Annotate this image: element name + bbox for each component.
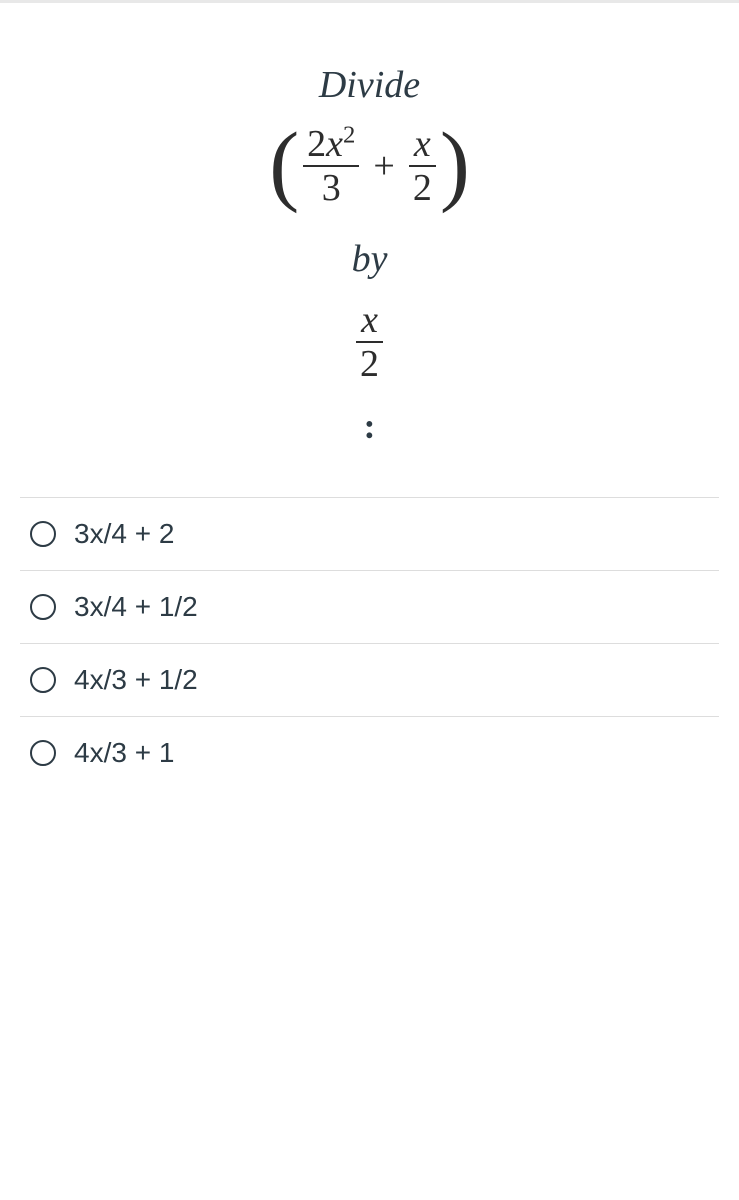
- plus-sign: +: [373, 144, 394, 188]
- radio-icon[interactable]: [30, 740, 56, 766]
- option-row-3[interactable]: 4x/3 + 1: [20, 716, 719, 789]
- term2-num: x: [410, 125, 435, 163]
- option-row-1[interactable]: 3x/4 + 1/2: [20, 570, 719, 643]
- option-label: 3x/4 + 2: [74, 518, 174, 550]
- option-row-2[interactable]: 4x/3 + 1/2: [20, 643, 719, 716]
- label-by: by: [20, 237, 719, 281]
- question-area: Divide ( 2x2 3 + x 2 ) by x 2: [0, 3, 739, 497]
- term1-coeff: 2x: [307, 123, 343, 165]
- divisor-expression: x 2: [356, 301, 383, 383]
- term1-den: 3: [318, 169, 345, 207]
- option-row-0[interactable]: 3x/4 + 2: [20, 497, 719, 570]
- radio-icon[interactable]: [30, 667, 56, 693]
- term1-exponent: 2: [343, 121, 355, 148]
- option-label: 4x/3 + 1/2: [74, 664, 198, 696]
- option-label: 4x/3 + 1: [74, 737, 174, 769]
- term2-den: 2: [409, 169, 436, 207]
- radio-icon[interactable]: [30, 521, 56, 547]
- right-paren: ): [440, 133, 470, 196]
- fraction-term-2: x 2: [409, 125, 436, 207]
- divisor-num: x: [357, 301, 382, 339]
- option-label: 3x/4 + 1/2: [74, 591, 198, 623]
- dividend-expression: ( 2x2 3 + x 2 ): [269, 125, 470, 207]
- divisor-den: 2: [356, 345, 383, 383]
- options-list: 3x/4 + 2 3x/4 + 1/2 4x/3 + 1/2 4x/3 + 1: [0, 497, 739, 789]
- divisor-fraction: x 2: [356, 301, 383, 383]
- label-divide: Divide: [20, 63, 719, 107]
- question-colon: :: [20, 405, 719, 447]
- fraction-term-1: 2x2 3: [303, 125, 359, 207]
- left-paren: (: [269, 133, 299, 196]
- radio-icon[interactable]: [30, 594, 56, 620]
